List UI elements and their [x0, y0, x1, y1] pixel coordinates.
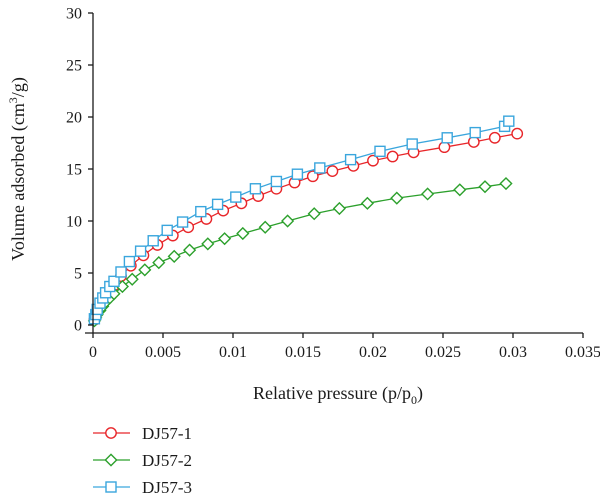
data-point-dj57-3 [147, 235, 159, 247]
y-tick-label: 0 [74, 318, 82, 335]
legend-item-dj57-1: DJ57-1 [93, 424, 192, 443]
data-point-dj57-1 [367, 154, 379, 167]
data-point-dj57-2 [201, 237, 215, 251]
x-tick-label: 0.02 [359, 344, 387, 361]
data-point-dj57-1 [306, 170, 319, 183]
data-point-dj57-2 [152, 256, 166, 270]
data-point-dj57-3 [503, 115, 515, 127]
data-point-dj57-3 [374, 145, 386, 158]
series-dj57-2 [87, 176, 513, 328]
data-point-dj57-1 [326, 165, 339, 177]
data-point-dj57-2 [332, 201, 346, 216]
series-line-dj57-2 [93, 182, 507, 322]
data-point-dj57-2 [258, 220, 272, 234]
data-point-dj57-2 [218, 232, 232, 246]
data-point-dj57-2 [421, 187, 435, 201]
data-point-dj57-1 [386, 150, 399, 163]
data-point-dj57-3 [344, 153, 357, 166]
legend-item-dj57-2: DJ57-2 [93, 451, 192, 470]
data-point-dj57-2 [499, 176, 513, 191]
axes: 0 5 10 15 20 25 30 0 0.005 0.01 0.015 0.02 0.025 0.0… [66, 6, 600, 362]
data-point-dj57-2 [453, 183, 467, 197]
y-tick-label: 25 [66, 58, 82, 75]
data-point-dj57-3 [195, 205, 207, 218]
x-tick-label: 0.035 [565, 344, 600, 361]
data-point-dj57-1 [488, 131, 501, 144]
x-tick-label: 0.005 [145, 344, 181, 361]
legend-label: DJ57-1 [142, 424, 192, 443]
x-axis-title: Relative pressure (p/p0) [253, 383, 423, 407]
data-point-dj57-2 [390, 191, 404, 205]
data-point-dj57-3 [134, 245, 147, 257]
y-ticks: 0 5 10 15 20 25 30 [66, 6, 93, 335]
legend-marker-dj57-3 [105, 481, 117, 493]
data-point-dj57-2 [183, 243, 197, 257]
data-point-dj57-3 [441, 132, 453, 144]
x-tick-label: 0 [89, 344, 97, 361]
data-point-dj57-3 [211, 198, 224, 211]
legend-item-dj57-3: DJ57-3 [93, 478, 192, 497]
data-point-dj57-3 [270, 175, 283, 188]
legend-marker-dj57-1 [105, 427, 117, 439]
data-point-dj57-2 [478, 180, 492, 194]
data-point-dj57-2 [236, 226, 250, 241]
data-point-dj57-3 [108, 275, 120, 288]
x-tick-label: 0.01 [219, 344, 247, 361]
data-point-dj57-3 [406, 138, 418, 150]
data-point-dj57-2 [281, 214, 295, 228]
data-point-dj57-2 [167, 249, 181, 263]
series-dj57-3 [88, 115, 515, 325]
data-point-dj57-1 [511, 127, 524, 140]
x-tick-label: 0.015 [285, 344, 321, 361]
data-point-dj57-3 [176, 216, 189, 228]
y-tick-label: 5 [74, 266, 82, 283]
series-dj57-1 [88, 127, 524, 326]
data-point-dj57-3 [291, 168, 304, 180]
data-point-dj57-3 [249, 183, 262, 195]
legend: DJ57-1 DJ57-2 DJ57-3 [93, 424, 192, 497]
series-line-dj57-1 [93, 132, 518, 321]
data-point-dj57-1 [438, 141, 451, 154]
data-point-dj57-3 [161, 224, 173, 237]
y-tick-label: 10 [66, 214, 82, 231]
data-point-dj57-3 [469, 126, 481, 139]
data-point-dj57-2 [125, 272, 139, 286]
legend-label: DJ57-3 [142, 478, 192, 497]
y-tick-label: 20 [66, 110, 82, 127]
x-tick-label: 0.025 [425, 344, 461, 361]
y-tick-label: 15 [66, 162, 82, 179]
data-point-dj57-3 [115, 266, 127, 278]
data-point-dj57-2 [307, 207, 321, 221]
legend-marker-dj57-2 [104, 453, 118, 467]
data-point-dj57-3 [230, 191, 242, 203]
data-point-dj57-3 [123, 255, 136, 268]
x-ticks: 0 0.005 0.01 0.015 0.02 0.025 0.03 0.035 [89, 333, 600, 361]
legend-label: DJ57-2 [142, 451, 192, 470]
y-axis-title: Volume adsorbed (cm3/g) [6, 77, 29, 261]
data-point-dj57-3 [314, 162, 326, 174]
data-point-dj57-2 [138, 263, 152, 277]
x-tick-label: 0.03 [499, 344, 527, 361]
data-point-dj57-1 [467, 136, 480, 148]
data-point-dj57-2 [360, 196, 374, 210]
plot-series [87, 115, 524, 328]
y-tick-label: 30 [66, 6, 82, 23]
